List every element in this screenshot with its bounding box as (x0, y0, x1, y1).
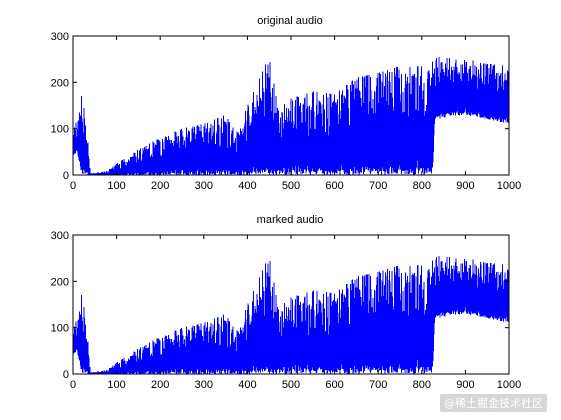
x-tick-label: 200 (151, 379, 169, 391)
y-tick-label: 0 (63, 369, 69, 381)
x-tick-label: 400 (238, 180, 256, 192)
x-tick-label: 700 (369, 180, 387, 192)
x-tick-label: 100 (107, 379, 125, 391)
subplot-original-audio: original audio 0 100 200 300 400 500 600 700 800… (51, 15, 522, 192)
x-tick-label: 800 (413, 180, 431, 192)
subplot-marked-audio: marked audio 0 100 200 300 400 500 600 700 800 90… (51, 214, 522, 391)
x-tick-label: 300 (195, 180, 213, 192)
x-tick-label: 0 (70, 180, 76, 192)
chart-title: marked audio (257, 214, 324, 226)
y-tick-label: 100 (51, 124, 69, 136)
x-tick-label: 700 (369, 379, 387, 391)
x-tick-label: 900 (456, 379, 474, 391)
y-tick-label: 0 (63, 170, 69, 182)
y-tick-label: 200 (51, 77, 69, 89)
x-tick-label: 900 (456, 180, 474, 192)
axis-ticks: 0 100 200 300 400 500 600 700 800 900 1000 0 100 200 3… (51, 31, 522, 192)
waveform-line (72, 57, 510, 175)
x-tick-label: 500 (282, 180, 300, 192)
x-tick-label: 800 (413, 379, 431, 391)
watermark-label: @稀土掘金技术社区 (440, 394, 547, 412)
x-tick-label: 1000 (497, 180, 521, 192)
x-tick-label: 500 (282, 379, 300, 391)
waveform-line (72, 256, 510, 374)
x-tick-label: 1000 (497, 379, 521, 391)
x-tick-label: 100 (107, 180, 125, 192)
x-tick-label: 0 (70, 379, 76, 391)
x-tick-label: 600 (325, 180, 343, 192)
audio-waveform-series (72, 256, 510, 374)
y-tick-label: 300 (51, 230, 69, 242)
axis-ticks: 0 100 200 300 400 500 600 700 800 900 1000 0 100 200 3… (51, 230, 522, 391)
x-tick-label: 400 (238, 379, 256, 391)
chart-title: original audio (257, 15, 322, 27)
x-tick-label: 200 (151, 180, 169, 192)
y-tick-label: 300 (51, 31, 69, 43)
y-tick-label: 100 (51, 323, 69, 335)
x-tick-label: 300 (195, 379, 213, 391)
y-tick-label: 200 (51, 276, 69, 288)
audio-waveform-series (72, 57, 510, 175)
x-tick-label: 600 (325, 379, 343, 391)
